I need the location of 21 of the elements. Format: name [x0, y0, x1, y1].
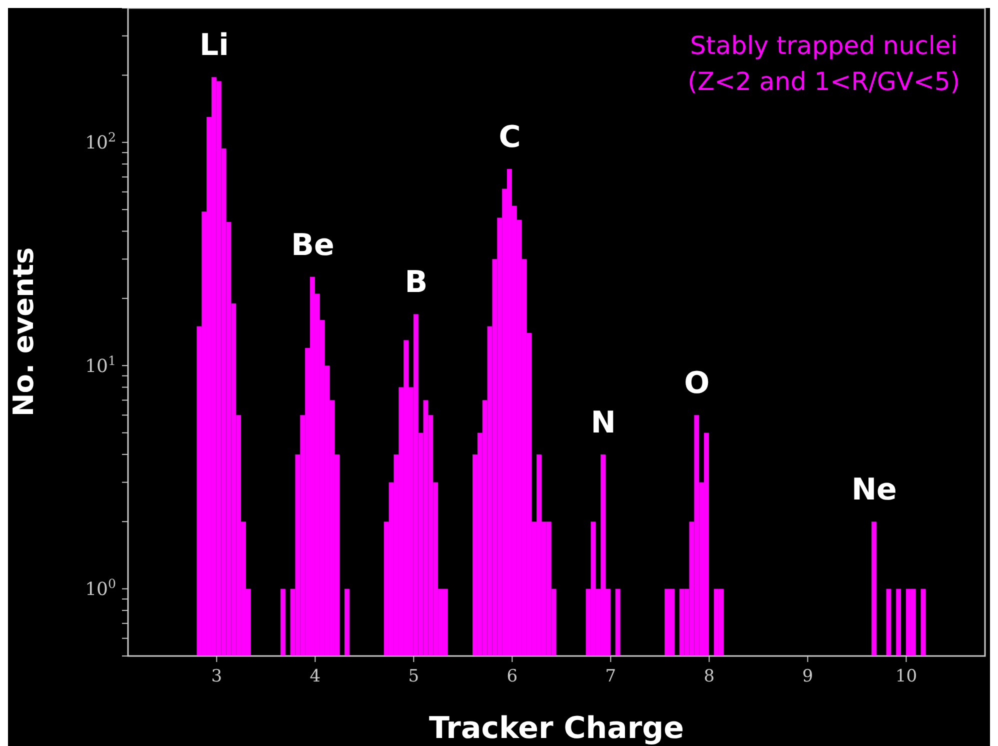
- annotation: N: [590, 405, 616, 440]
- x-tick-label: 5: [408, 666, 420, 687]
- y-axis-title: No. events: [6, 247, 40, 417]
- x-axis-title: Tracker Charge: [429, 711, 684, 746]
- annotation: Stably trapped nuclei (Z<2 and 1<R/GV<5): [688, 30, 960, 98]
- x-tick-label: 10: [895, 666, 918, 687]
- annotation: O: [684, 366, 710, 402]
- y-tick-label: 10$^{0}$: [85, 576, 116, 600]
- annotation: B: [404, 265, 428, 300]
- y-tick-label: 10$^{1}$: [85, 352, 116, 377]
- x-tick-label: 8: [704, 666, 715, 687]
- annotation: C: [498, 120, 521, 155]
- annotation: Be: [291, 228, 334, 263]
- x-tick-label: 9: [802, 666, 814, 687]
- x-tick-label: 4: [310, 666, 321, 687]
- annotation: Ne: [851, 472, 897, 508]
- x-tick-label: 6: [506, 666, 518, 687]
- annotation: Li: [199, 28, 229, 64]
- x-tick-label: 3: [211, 666, 222, 687]
- y-tick-label: 10$^{2}$: [85, 129, 116, 154]
- x-tick-label: 7: [605, 666, 616, 687]
